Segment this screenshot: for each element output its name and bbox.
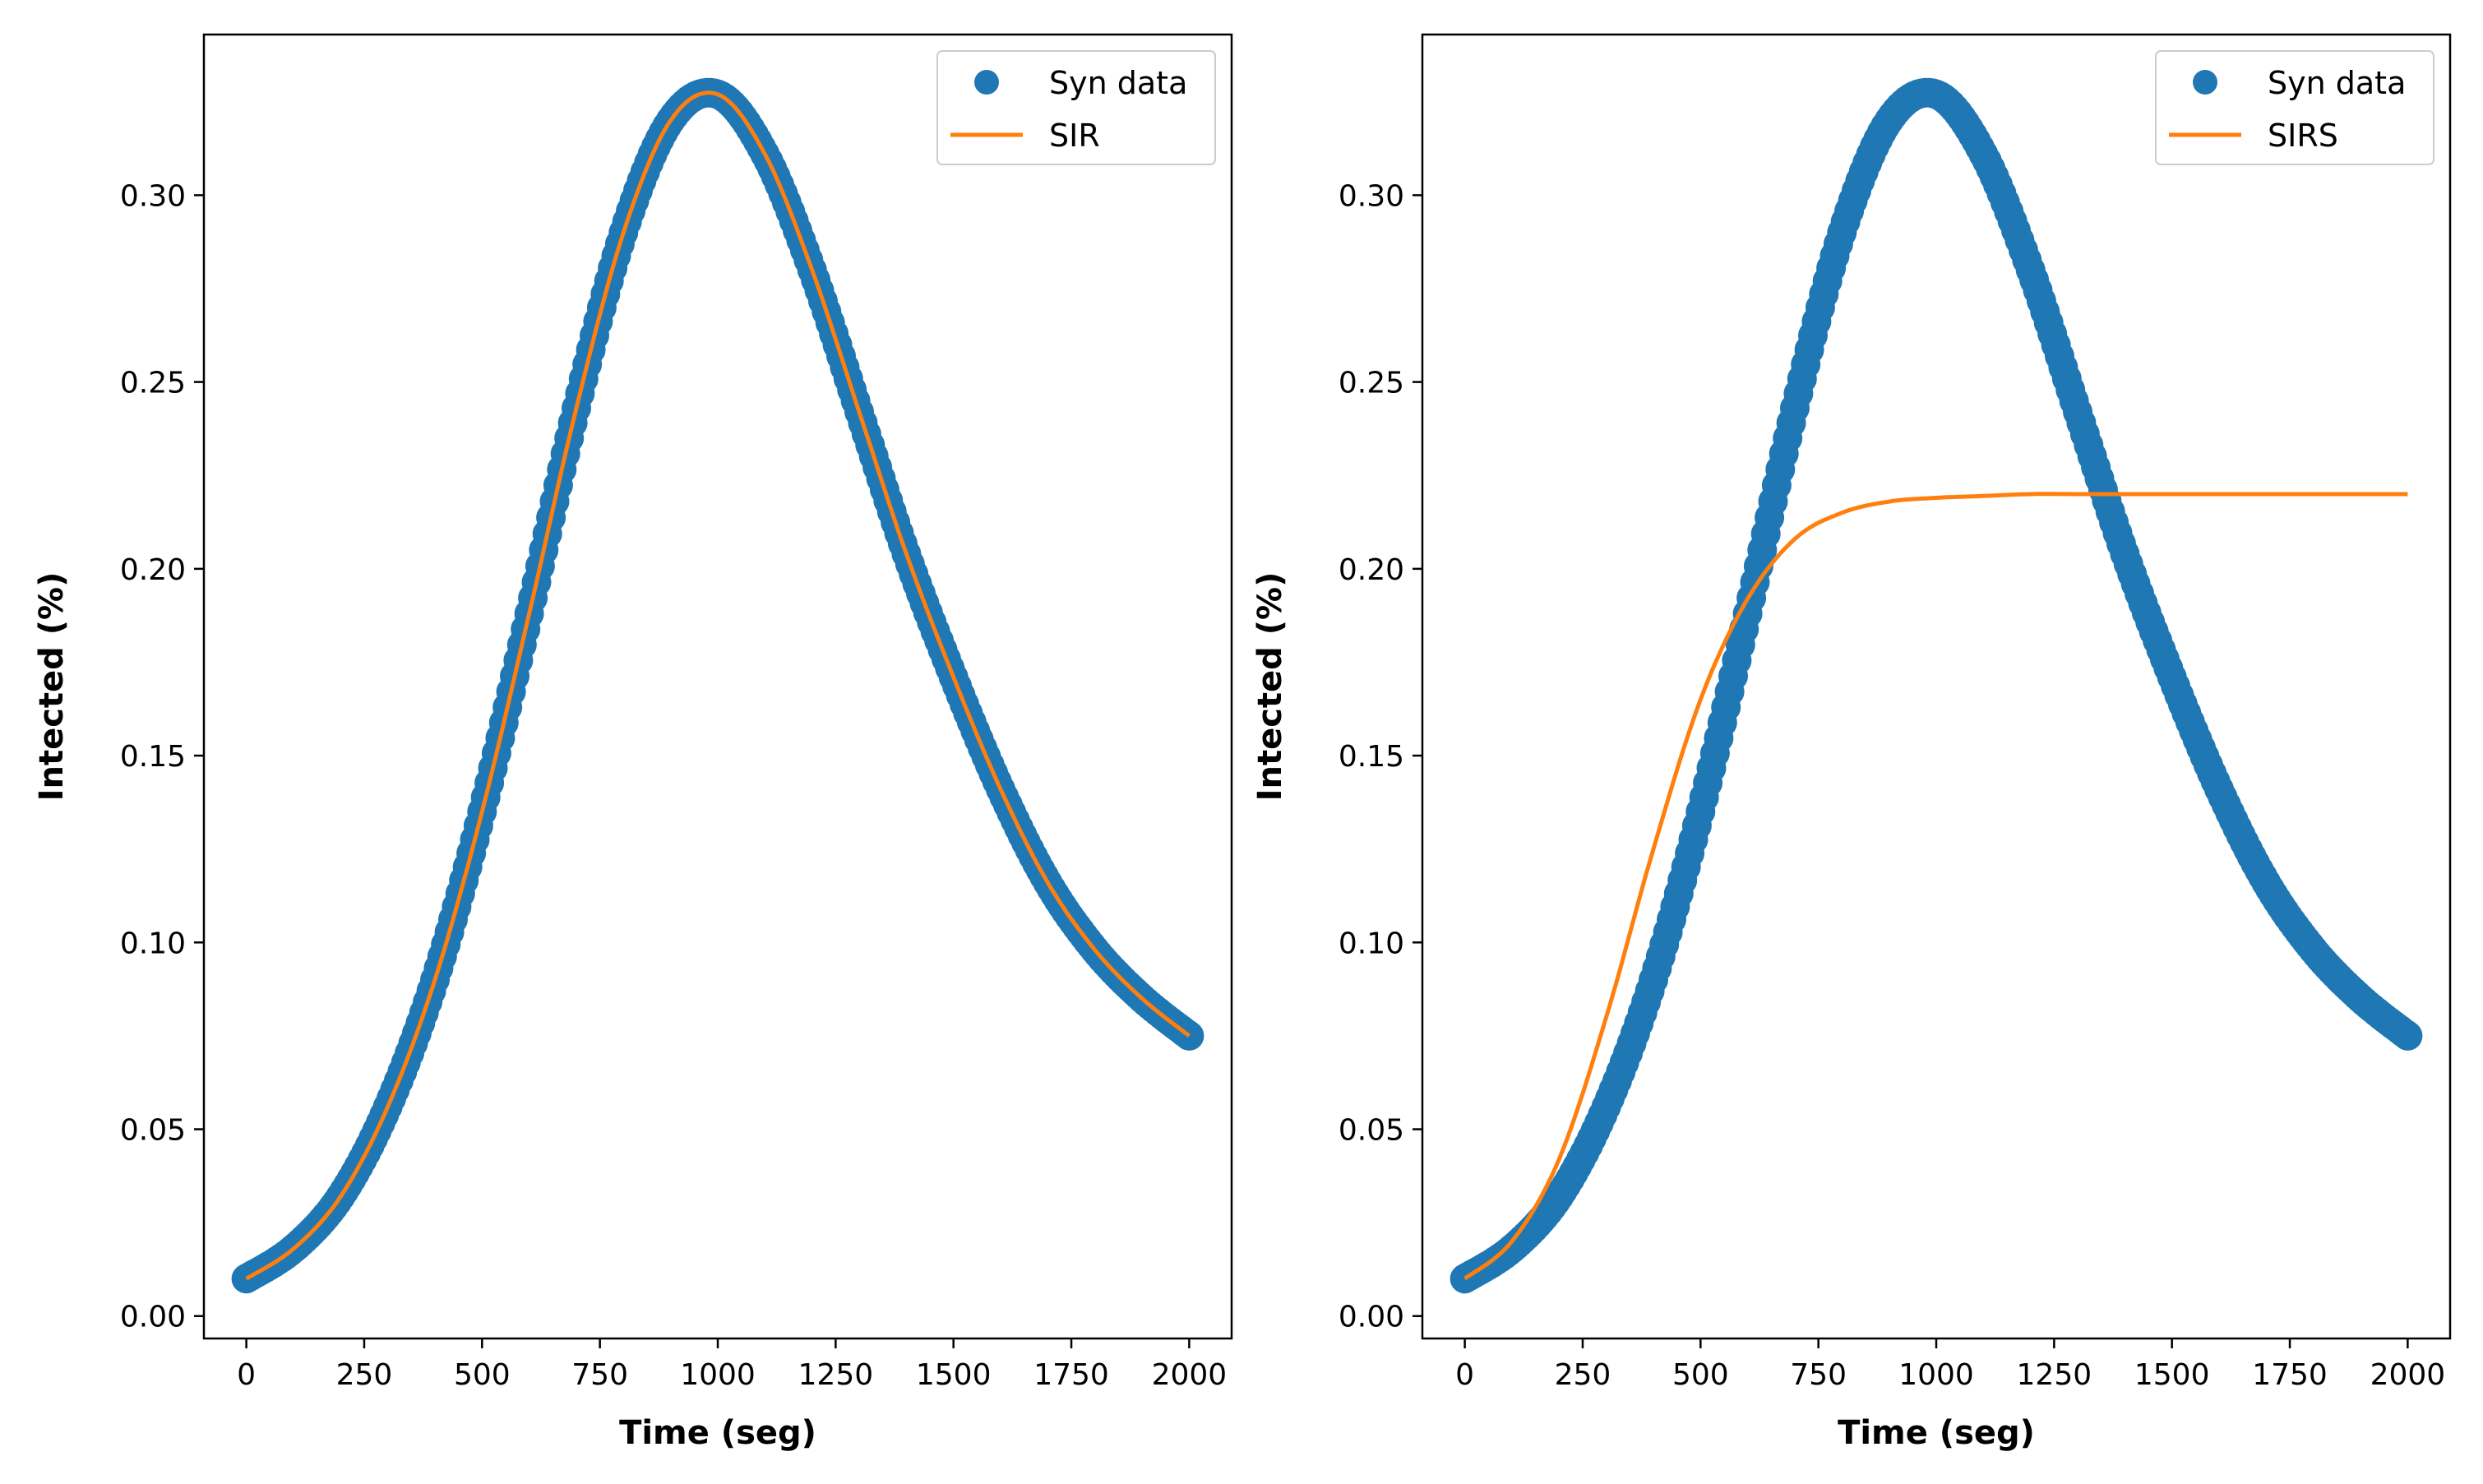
y-axis-ticks: 0.00 0.05 0.10 0.15 0.20 0.25 0.30 xyxy=(120,179,204,1334)
plot-area xyxy=(231,77,1205,1294)
plot-area xyxy=(1450,77,2423,1294)
y-tick-label: 0.00 xyxy=(120,1301,186,1334)
y-tick-label: 0.20 xyxy=(120,553,186,587)
y-tick-label: 0.10 xyxy=(1339,927,1404,960)
legend-label-sirs: SIRS xyxy=(2268,118,2338,154)
series-syn-data xyxy=(1450,77,2423,1294)
y-axis-label: Intected (%) xyxy=(33,572,71,802)
legend-marker-syn-data xyxy=(2193,70,2217,95)
y-axis-label: Intected (%) xyxy=(1251,572,1289,802)
y-tick-label: 0.05 xyxy=(120,1114,186,1148)
x-tick-label: 1250 xyxy=(2017,1358,2092,1392)
x-tick-label: 500 xyxy=(454,1358,511,1392)
series-line-sir xyxy=(245,90,1191,1281)
legend-label-sir: SIR xyxy=(1049,118,1100,154)
x-tick-label: 250 xyxy=(336,1358,393,1392)
y-tick-label: 0.05 xyxy=(1339,1114,1404,1148)
y-tick-label: 0.25 xyxy=(1339,367,1404,400)
y-tick-label: 0.20 xyxy=(1339,553,1404,587)
y-tick-label: 0.00 xyxy=(1339,1301,1404,1334)
y-tick-label: 0.30 xyxy=(1339,179,1404,213)
x-tick-label: 0 xyxy=(237,1358,256,1392)
x-tick-label: 500 xyxy=(1672,1358,1729,1392)
y-tick-label: 0.25 xyxy=(120,367,186,400)
legend-marker-syn-data xyxy=(974,70,999,95)
x-axis-label: Time (seg) xyxy=(619,1414,816,1452)
series-syn-data xyxy=(231,77,1205,1294)
chart-panel-sir: 0 250 500 750 1000 1250 1500 1750 2000 0.000.050… xyxy=(33,33,1233,1452)
data-point xyxy=(2393,1020,2423,1051)
y-tick-label: 0.15 xyxy=(1339,740,1404,774)
x-tick-label: 2000 xyxy=(2370,1358,2446,1392)
legend: Syn data SIR xyxy=(936,50,1216,165)
y-axis-ticks: 0.00 0.05 0.10 0.15 0.20 0.25 0.30 xyxy=(1339,179,1422,1334)
x-tick-label: 1500 xyxy=(916,1358,992,1392)
x-tick-label: 1250 xyxy=(798,1358,874,1392)
y-tick-label: 0.30 xyxy=(120,179,186,213)
x-tick-label: 0 xyxy=(1455,1358,1474,1392)
y-tick-label: 0.10 xyxy=(120,927,186,960)
x-tick-label: 1750 xyxy=(1033,1358,1109,1392)
x-tick-label: 750 xyxy=(571,1358,628,1392)
legend: Syn data SIRS xyxy=(2155,50,2434,165)
x-axis-ticks: 0 250 500 750 1000 1250 1500 1750 2000 xyxy=(1455,1338,2445,1392)
x-axis-ticks: 0 250 500 750 1000 1250 1500 1750 2000 xyxy=(237,1338,1227,1392)
x-tick-label: 1750 xyxy=(2252,1358,2328,1392)
chart-panel-sirs: 0 250 500 750 1000 1250 1500 1750 2000 0.000.050… xyxy=(1251,33,2452,1452)
legend-label-syn-data: Syn data xyxy=(1049,65,1187,101)
y-tick-label: 0.15 xyxy=(120,740,186,774)
legend-label-syn-data: Syn data xyxy=(2268,65,2406,101)
series-line-sirs xyxy=(1463,492,2408,1281)
x-tick-label: 750 xyxy=(1790,1358,1847,1392)
x-tick-label: 1000 xyxy=(680,1358,756,1392)
x-tick-label: 1500 xyxy=(2134,1358,2210,1392)
x-tick-label: 2000 xyxy=(1152,1358,1228,1392)
x-tick-label: 1000 xyxy=(1898,1358,1974,1392)
x-axis-label: Time (seg) xyxy=(1838,1414,2035,1452)
x-tick-label: 250 xyxy=(1555,1358,1611,1392)
